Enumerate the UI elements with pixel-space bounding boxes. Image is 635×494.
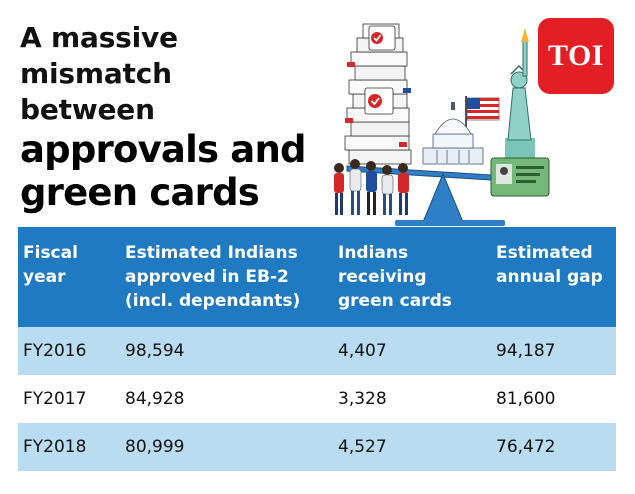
table-cell: 4,527 [333,423,491,471]
headline-line-2: mismatch [20,57,172,90]
table-cell: 98,594 [120,327,333,375]
column-header: Fiscal year [18,227,120,327]
table-header-row: Fiscal year Estimated Indians approved i… [18,227,616,327]
column-header: Indians receiving green cards [333,227,491,327]
column-header: Estimated annual gap [491,227,616,327]
table-cell: 81,600 [491,375,616,423]
table-cell: FY2018 [18,423,120,471]
table-cell: FY2016 [18,327,120,375]
toi-logo: TOI [538,18,614,94]
table-cell: 80,999 [120,423,333,471]
table-cell: 84,928 [120,375,333,423]
table-cell: 76,472 [491,423,616,471]
illustration [334,23,550,226]
people-group-icon [334,159,409,215]
headline-line-5: green cards [20,171,260,214]
data-table: Fiscal year Estimated Indians approved i… [18,227,616,471]
column-header: Estimated Indians approved in EB-2 (incl… [120,227,333,327]
table-cell: 3,328 [333,375,491,423]
green-card-icon [490,157,550,197]
table-row: FY2018 80,999 4,527 76,472 [18,423,616,471]
table-cell: 94,187 [491,327,616,375]
table-row: FY2017 84,928 3,328 81,600 [18,375,616,423]
table-cell: 4,407 [333,327,491,375]
table-row: FY2016 98,594 4,407 94,187 [18,327,616,375]
headline-line-4: approvals and [20,128,306,171]
toi-logo-text: TOI [548,39,604,72]
headline-line-3: between [20,93,155,126]
statue-of-liberty-icon [500,28,540,178]
table-cell: FY2017 [18,375,120,423]
headline-line-1: A massive [20,21,178,54]
checkmark-icon [364,25,396,115]
headline: A massive mismatch between approvals and… [20,20,340,214]
capitol-icon [422,102,484,165]
